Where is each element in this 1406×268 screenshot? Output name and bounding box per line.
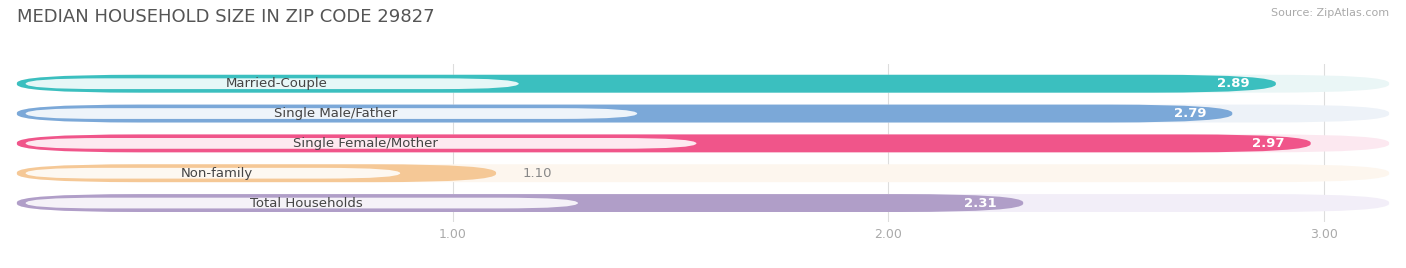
Text: 2.79: 2.79 bbox=[1174, 107, 1206, 120]
FancyBboxPatch shape bbox=[17, 135, 1389, 152]
FancyBboxPatch shape bbox=[25, 168, 401, 178]
FancyBboxPatch shape bbox=[25, 108, 637, 119]
FancyBboxPatch shape bbox=[17, 194, 1024, 212]
FancyBboxPatch shape bbox=[17, 75, 1389, 93]
FancyBboxPatch shape bbox=[25, 138, 696, 149]
FancyBboxPatch shape bbox=[17, 75, 1275, 93]
FancyBboxPatch shape bbox=[17, 105, 1389, 122]
Text: Married-Couple: Married-Couple bbox=[225, 77, 328, 90]
Text: 1.10: 1.10 bbox=[522, 167, 551, 180]
FancyBboxPatch shape bbox=[17, 164, 496, 182]
Text: 2.97: 2.97 bbox=[1253, 137, 1285, 150]
Text: Single Female/Mother: Single Female/Mother bbox=[292, 137, 437, 150]
FancyBboxPatch shape bbox=[25, 198, 578, 209]
Text: MEDIAN HOUSEHOLD SIZE IN ZIP CODE 29827: MEDIAN HOUSEHOLD SIZE IN ZIP CODE 29827 bbox=[17, 8, 434, 26]
FancyBboxPatch shape bbox=[17, 194, 1389, 212]
FancyBboxPatch shape bbox=[17, 135, 1310, 152]
FancyBboxPatch shape bbox=[17, 164, 1389, 182]
Text: Source: ZipAtlas.com: Source: ZipAtlas.com bbox=[1271, 8, 1389, 18]
Text: Total Households: Total Households bbox=[250, 196, 363, 210]
Text: 2.89: 2.89 bbox=[1218, 77, 1250, 90]
Text: Single Male/Father: Single Male/Father bbox=[274, 107, 398, 120]
Text: 2.31: 2.31 bbox=[965, 196, 997, 210]
Text: Non-family: Non-family bbox=[181, 167, 253, 180]
FancyBboxPatch shape bbox=[17, 105, 1232, 122]
FancyBboxPatch shape bbox=[25, 78, 519, 89]
